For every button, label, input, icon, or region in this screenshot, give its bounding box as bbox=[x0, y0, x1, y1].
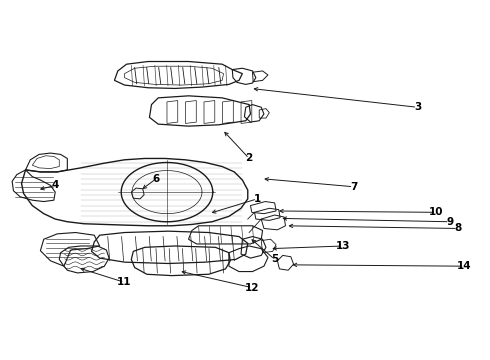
Text: 1: 1 bbox=[253, 194, 261, 204]
Text: 6: 6 bbox=[152, 174, 160, 184]
Text: 12: 12 bbox=[245, 283, 260, 293]
Text: 5: 5 bbox=[271, 255, 278, 265]
Text: 2: 2 bbox=[245, 153, 253, 163]
Text: 13: 13 bbox=[336, 241, 351, 251]
Text: 14: 14 bbox=[457, 261, 472, 271]
Text: 3: 3 bbox=[414, 102, 421, 112]
Text: 4: 4 bbox=[51, 180, 59, 190]
Text: 10: 10 bbox=[429, 207, 443, 217]
Text: 8: 8 bbox=[454, 224, 462, 234]
Text: 11: 11 bbox=[117, 277, 132, 287]
Text: 9: 9 bbox=[446, 217, 453, 227]
Text: 7: 7 bbox=[350, 182, 357, 192]
